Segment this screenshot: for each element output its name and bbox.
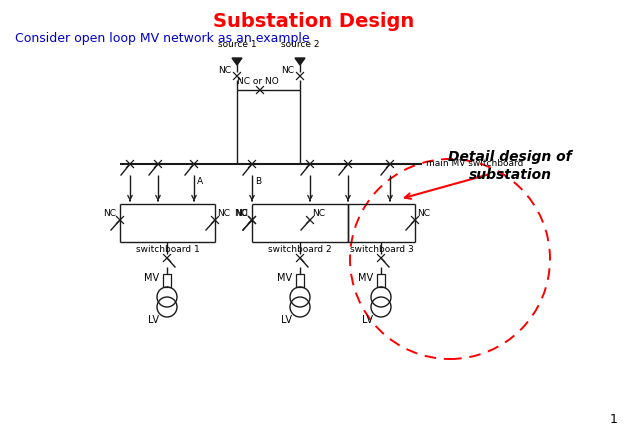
Text: switchboard 1: switchboard 1 [136,245,199,254]
Text: source 1: source 1 [218,40,256,49]
Text: LV: LV [148,315,159,325]
Text: source 2: source 2 [281,40,319,49]
Text: NC: NC [281,66,294,75]
Text: NC: NC [417,209,430,218]
Polygon shape [232,58,242,65]
Polygon shape [295,58,305,65]
Bar [296,273,304,286]
Text: LV: LV [362,315,373,325]
Text: switchboard 3: switchboard 3 [350,245,413,254]
Text: NO: NO [234,209,248,218]
Text: Consider open loop MV network as an example: Consider open loop MV network as an exam… [15,32,310,45]
Text: MV: MV [358,273,373,283]
Text: NC or NO: NC or NO [237,77,279,86]
Bar [163,273,171,286]
Text: substation: substation [468,168,551,182]
Text: NC: NC [235,209,248,218]
Text: Substation Design: Substation Design [214,12,414,31]
Bar [377,273,385,286]
Text: 1: 1 [610,413,618,426]
Text: MV: MV [144,273,159,283]
Text: LV: LV [281,315,292,325]
Text: switchboard 2: switchboard 2 [268,245,332,254]
Text: A: A [197,177,203,186]
Text: NC: NC [103,209,116,218]
Text: main MV switchboard: main MV switchboard [426,160,523,168]
Text: B: B [255,177,261,186]
Text: Detail design of: Detail design of [448,150,572,164]
Text: NC: NC [217,209,230,218]
Text: MV: MV [277,273,292,283]
Text: NC: NC [312,209,325,218]
Text: NC: NC [218,66,231,75]
